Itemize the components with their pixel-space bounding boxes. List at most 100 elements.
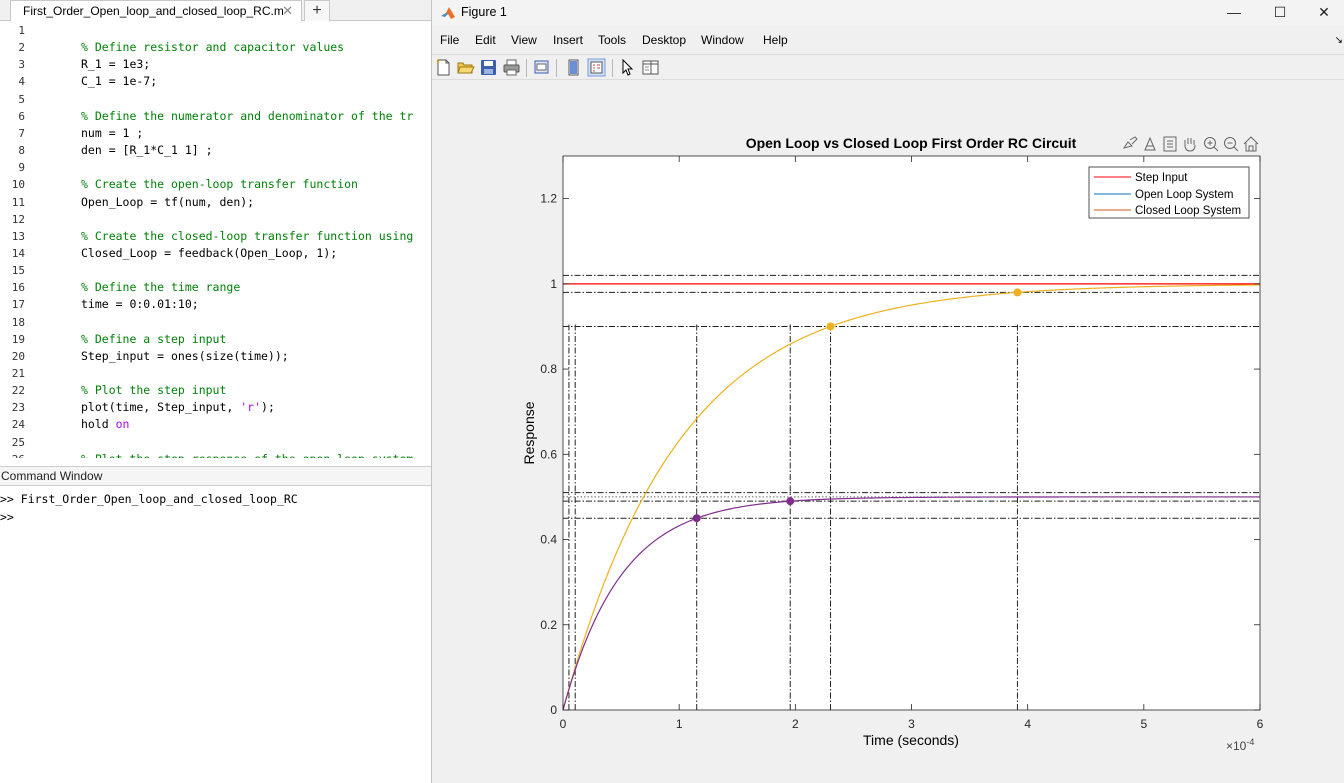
y-tick-label: 1: [550, 277, 557, 291]
x-axis-label: Time (seconds): [863, 732, 959, 748]
code-line[interactable]: 11 Open_Loop = tf(num, den);: [0, 194, 432, 211]
axes-chart[interactable]: 0 1 2 3 4 5 6 0 0.2 0.4 0.6 0.8 1 1.2 Open Loop vs Cl…: [432, 0, 1344, 783]
menu-insert[interactable]: Insert: [553, 33, 584, 47]
line-number: 12: [11, 212, 25, 226]
line-code: hold on: [81, 416, 129, 433]
save-icon[interactable]: [479, 58, 498, 77]
close-window-button[interactable]: ✕: [1318, 4, 1330, 20]
code-line[interactable]: 26 % Plot the step response of the open-l…: [0, 451, 432, 458]
code-line[interactable]: 1: [0, 22, 432, 39]
menu-help[interactable]: Help: [763, 33, 788, 47]
code-line[interactable]: 22 % Plot the step input: [0, 382, 432, 399]
print-preview-icon[interactable]: [532, 58, 551, 77]
code-line[interactable]: 24 hold on: [0, 416, 432, 433]
menu-tools[interactable]: Tools: [598, 33, 627, 47]
legend-entry-closed-loop: Closed Loop System: [1135, 205, 1241, 217]
maximize-button[interactable]: ☐: [1273, 4, 1287, 20]
x-tick-label: 5: [1140, 717, 1147, 731]
menu-desktop[interactable]: Desktop: [642, 33, 687, 47]
series-group: [562, 283, 1261, 711]
code-line[interactable]: 14 Closed_Loop = feedback(Open_Loop, 1);: [0, 245, 432, 262]
code-line[interactable]: 21: [0, 365, 432, 382]
code-line[interactable]: 3 R_1 = 1e3;: [0, 56, 432, 73]
ticks-group: [562, 156, 1261, 711]
open-file-icon[interactable]: [456, 58, 475, 77]
line-code: C_1 = 1e-7;: [81, 74, 158, 89]
code-line[interactable]: 16 % Define the time range: [0, 279, 432, 296]
home-icon[interactable]: [1243, 136, 1259, 152]
code-text: plot(time, Step_input,: [81, 400, 241, 415]
new-figure-icon[interactable]: [434, 58, 453, 77]
code-line[interactable]: 8 den = [R_1*C_1 1] ;: [0, 142, 432, 159]
line-number: 24: [11, 418, 25, 432]
property-inspector-icon[interactable]: [641, 58, 660, 77]
code-line[interactable]: 23 plot(time, Step_input, 'r');: [0, 399, 432, 416]
code-text: );: [261, 400, 275, 415]
code-line[interactable]: 9: [0, 159, 432, 176]
menu-overflow-icon[interactable]: ↘: [1334, 35, 1343, 46]
minimize-button[interactable]: —: [1227, 4, 1241, 20]
menu-edit[interactable]: Edit: [475, 33, 496, 47]
x-exponent-label: ×10-4: [1226, 737, 1254, 753]
code-keyword: on: [115, 417, 130, 432]
zoom-in-icon[interactable]: [1204, 137, 1219, 152]
code-line[interactable]: 15: [0, 262, 432, 279]
markers-group: [692, 288, 1022, 523]
series-marker: [1013, 288, 1022, 297]
code-line[interactable]: 4 C_1 = 1e-7;: [0, 73, 432, 90]
y-tick-label: 0: [550, 703, 557, 717]
code-line[interactable]: 6 % Define the numerator and denominator …: [0, 108, 432, 125]
line-code: % Define resistor and capacitor values: [81, 40, 345, 55]
brush-icon[interactable]: [1122, 136, 1138, 149]
print-icon[interactable]: [502, 58, 521, 77]
menu-window[interactable]: Window: [701, 33, 744, 47]
zoom-out-icon[interactable]: [1224, 137, 1239, 152]
x-tick-label: 0: [560, 717, 567, 731]
link-plot-icon[interactable]: [564, 58, 583, 77]
close-tab-icon[interactable]: ✕: [282, 3, 293, 18]
editor-tab[interactable]: First_Order_Open_loop_and_closed_loop_RC…: [10, 0, 302, 21]
menu-view[interactable]: View: [511, 33, 537, 47]
command-window[interactable]: >> First_Order_Open_loop_and_closed_loop…: [0, 487, 432, 783]
editor-tab-bar: First_Order_Open_loop_and_closed_loop_RC…: [0, 0, 432, 21]
code-editor[interactable]: 1 2% Define resistor and capacitor values…: [0, 21, 432, 458]
menu-file[interactable]: File: [440, 33, 460, 47]
line-number: 10: [11, 178, 25, 192]
legend[interactable]: Step Input Open Loop System Closed Loop …: [1088, 166, 1250, 219]
code-line[interactable]: 20 Step_input = ones(size(time));: [0, 348, 432, 365]
series-marker: [692, 514, 701, 523]
x-tick-label: 6: [1257, 717, 1264, 731]
line-code: den = [R_1*C_1 1] ;: [81, 143, 213, 158]
command-window-title: Command Window: [1, 469, 103, 483]
line-code: Closed_Loop = feedback(Open_Loop, 1);: [81, 245, 338, 260]
command-history-line: >> First_Order_Open_loop_and_closed_loop…: [0, 492, 298, 506]
code-line[interactable]: 13 % Create the closed-loop transfer func…: [0, 228, 432, 245]
line-number: 1: [18, 24, 25, 37]
pan-icon[interactable]: [1184, 138, 1196, 152]
toolbar-separator: [556, 59, 557, 77]
code-line[interactable]: 19 % Define a step input: [0, 331, 432, 348]
new-tab-button[interactable]: +: [304, 0, 330, 21]
line-number: 13: [11, 229, 25, 243]
code-line[interactable]: 5: [0, 91, 432, 108]
code-line[interactable]: 17 time = 0:0.01:10;: [0, 296, 432, 313]
code-line[interactable]: 12: [0, 211, 432, 228]
line-code: time = 0:0.01:10;: [81, 297, 199, 312]
editor-panel: First_Order_Open_loop_and_closed_loop_RC…: [0, 0, 432, 783]
line-number: 14: [11, 246, 25, 260]
line-number: 7: [18, 126, 25, 140]
restore-view-list-icon[interactable]: [1163, 136, 1177, 152]
line-number: 5: [18, 92, 25, 106]
line-code: % Define the numerator and denominator o…: [81, 108, 414, 123]
line-number: 17: [11, 298, 25, 312]
command-prompt[interactable]: >>: [0, 510, 14, 524]
edit-plot-icon[interactable]: [618, 58, 637, 77]
insert-legend-icon[interactable]: [587, 58, 606, 77]
code-line[interactable]: 25: [0, 434, 432, 451]
code-line[interactable]: 7 num = 1 ;: [0, 125, 432, 142]
code-line[interactable]: 10 % Create the open-loop transfer functi…: [0, 176, 432, 193]
code-line[interactable]: 2 % Define resistor and capacitor values: [0, 39, 432, 56]
data-tips-icon[interactable]: [1144, 136, 1156, 151]
line-code: R_1 = 1e3;: [81, 57, 151, 72]
code-line[interactable]: 18: [0, 314, 432, 331]
